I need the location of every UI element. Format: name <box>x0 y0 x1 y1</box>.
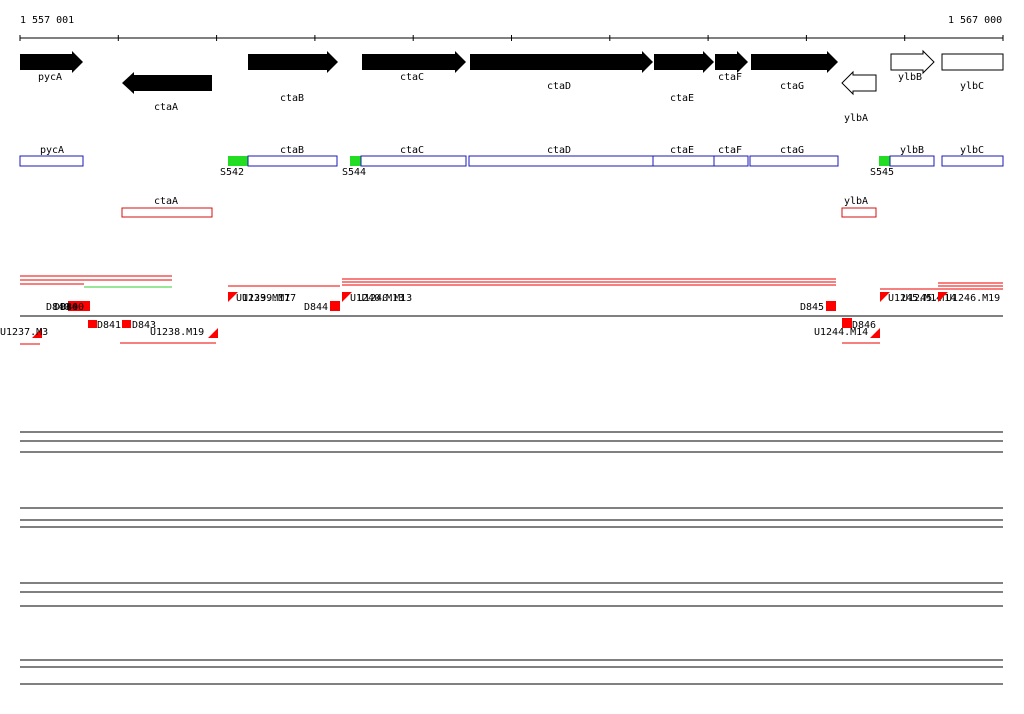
segment-U1245-marker[interactable] <box>880 292 890 302</box>
segment-label-U1244: U1244.M14 <box>814 327 868 338</box>
ruler-start-label: 1 557 001 <box>20 15 74 26</box>
box-label-ctaA: ctaA <box>154 196 178 207</box>
box-label-ylbA: ylbA <box>844 196 868 207</box>
expression-track-3 <box>20 582 1003 607</box>
segment-U1246-marker[interactable] <box>938 292 948 302</box>
expression-track-1 <box>20 431 1003 453</box>
box-label-ylbC: ylbC <box>960 145 984 156</box>
gene-arrow-ctaG[interactable] <box>751 51 838 73</box>
segment-D846[interactable] <box>842 318 852 328</box>
segment-D844[interactable] <box>330 301 340 311</box>
segment-label-U1245-b: U1245.M14 <box>902 293 956 304</box>
segment-label-D841: D841 <box>97 320 121 331</box>
box-label-ctaE: ctaE <box>670 145 694 156</box>
coordinate-ruler: 1 557 001 1 567 000 <box>19 15 1004 41</box>
gene-arrow-ctaE[interactable] <box>654 51 714 73</box>
site-label-S542: S542 <box>220 167 244 178</box>
gene-label-ctaE: ctaE <box>670 93 694 104</box>
gene-arrow-ylbC[interactable] <box>941 53 1004 71</box>
site-box-S544[interactable] <box>350 156 361 166</box>
gene-box-ctaB[interactable] <box>247 155 338 167</box>
segment-label-D844: D844 <box>304 302 328 313</box>
segment-D840[interactable] <box>68 301 90 311</box>
gene-arrow-pycA[interactable] <box>20 51 83 73</box>
segment-D841[interactable] <box>88 320 97 328</box>
segment-label-D840-c: D840 <box>60 302 84 313</box>
segment-label-U1245: U1245.M14 <box>888 293 942 304</box>
box-label-ctaB: ctaB <box>280 145 304 156</box>
gene-arrow-ctaB[interactable] <box>248 51 338 73</box>
expression-track-4 <box>20 659 1003 685</box>
segment-label-U1239-b: U1239.M17 <box>242 293 296 304</box>
segment-U1237-marker[interactable] <box>32 328 42 338</box>
segment-label-D843: D843 <box>132 320 156 331</box>
segment-D843[interactable] <box>122 320 131 328</box>
segment-label-U1238: U1238.M19 <box>150 327 204 338</box>
site-box-S542[interactable] <box>228 156 248 166</box>
gene-arrow-ctaF[interactable] <box>715 51 748 73</box>
gene-label-ctaF: ctaF <box>718 72 742 83</box>
gene-label-pycA: pycA <box>38 72 62 83</box>
gene-label-ctaG: ctaG <box>780 81 804 92</box>
gene-box-ylbB[interactable] <box>889 155 935 167</box>
gene-box-ctaD[interactable] <box>468 155 654 167</box>
segment-label-U1237: U1237.M3 <box>0 327 48 338</box>
gene-label-ylbC: ylbC <box>960 81 984 92</box>
gene-box-ctaE[interactable] <box>652 155 715 167</box>
gene-arrow-ctaD[interactable] <box>470 51 653 73</box>
segment-label-D840: D840 <box>46 302 70 313</box>
segment-D845[interactable] <box>826 301 836 311</box>
gene-box-ylbA[interactable] <box>841 207 877 218</box>
gene-arrow-track: pycA ctaA ctaB ctaC ctaD ctaE ctaF ctaG … <box>20 49 1004 124</box>
site-box-S545[interactable] <box>879 156 890 166</box>
ruler-end-label: 1 567 000 <box>948 15 1002 26</box>
box-label-ylbB: ylbB <box>900 145 924 156</box>
gene-arrow-ylbB[interactable] <box>890 49 935 75</box>
segment-label-D840-b: D840 <box>54 302 78 313</box>
gene-label-ctaC: ctaC <box>400 72 424 83</box>
site-label-S544: S544 <box>342 167 366 178</box>
gene-label-ctaA: ctaA <box>154 102 178 113</box>
gene-label-ylbA: ylbA <box>844 113 868 124</box>
segment-label-U1240-b: U1240.M13 <box>358 293 412 304</box>
segment-label-D845: D845 <box>800 302 824 313</box>
gene-arrow-ylbA[interactable] <box>841 70 877 96</box>
gene-box-ctaA[interactable] <box>121 207 213 218</box>
gene-box-ylbC[interactable] <box>941 155 1004 167</box>
gene-label-ylbB: ylbB <box>898 72 922 83</box>
segment-label-D846: D846 <box>852 320 876 331</box>
gene-box-ctaG[interactable] <box>749 155 839 167</box>
gene-box-track: pycA S542 ctaB S544 ctaC ctaD ctaE ctaF … <box>19 145 1004 218</box>
box-label-ctaC: ctaC <box>400 145 424 156</box>
box-label-ctaF: ctaF <box>718 145 742 156</box>
gene-label-ctaD: ctaD <box>547 81 571 92</box>
segment-label-U1240: U1240.M13 <box>350 293 404 304</box>
box-label-pycA: pycA <box>40 145 64 156</box>
site-label-S545: S545 <box>870 167 894 178</box>
box-label-ctaG: ctaG <box>780 145 804 156</box>
segment-track: D840 D840 D840 D841 D843 U1237.M3 U1238.… <box>0 275 1003 345</box>
gene-label-ctaB: ctaB <box>280 93 304 104</box>
gene-arrow-ctaC[interactable] <box>362 51 466 73</box>
segment-U1238-marker[interactable] <box>208 328 218 338</box>
gene-box-ctaF[interactable] <box>713 155 749 167</box>
segment-U1240-marker[interactable] <box>342 292 352 302</box>
gene-box-ctaC[interactable] <box>360 155 467 167</box>
segment-U1239-marker[interactable] <box>228 292 238 302</box>
segment-label-U1246: U1246.M19 <box>946 293 1000 304</box>
expression-track-2 <box>20 507 1003 528</box>
segment-label-U1239: U1239.M17 <box>236 293 290 304</box>
box-label-ctaD: ctaD <box>547 145 571 156</box>
gene-box-pycA[interactable] <box>19 155 84 167</box>
gene-arrow-ctaA[interactable] <box>122 72 212 94</box>
segment-U1244-marker[interactable] <box>870 328 880 338</box>
